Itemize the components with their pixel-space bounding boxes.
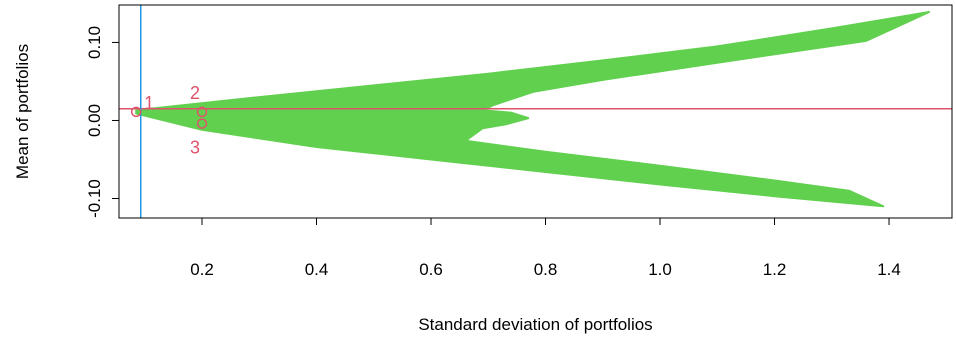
portfolio-point-2 [196, 106, 208, 118]
x-tick-label: 1.0 [648, 260, 672, 279]
x-tick-label: 1.4 [877, 260, 901, 279]
y-tick-label: 0.10 [85, 26, 104, 59]
x-tick-label: 0.4 [305, 260, 329, 279]
highlighted-portfolios: 1 2 3 [130, 83, 208, 158]
portfolio-cloud-region [135, 11, 931, 208]
portfolio-label-3: 3 [190, 138, 200, 158]
x-tick-label: 1.2 [763, 260, 787, 279]
portfolio-point-3 [196, 118, 208, 129]
y-tick-label: 0.00 [85, 104, 104, 137]
x-tick-label: 0.2 [190, 260, 214, 279]
y-axis-title: Mean of portfolios [13, 44, 32, 179]
y-tick-label: -0.10 [85, 179, 104, 218]
x-axis-title: Standard deviation of portfolios [418, 315, 652, 334]
portfolio-point-1 [130, 106, 142, 118]
portfolio-label-1: 1 [144, 93, 154, 113]
portfolio-label-2: 2 [190, 83, 200, 103]
x-tick-label: 0.6 [419, 260, 443, 279]
portfolio-cloud [135, 11, 931, 208]
x-tick-label: 0.8 [534, 260, 558, 279]
y-axis: -0.10 0.00 0.10 [85, 26, 120, 218]
x-axis: 0.2 0.4 0.6 0.8 1.0 1.2 1.4 [190, 217, 901, 279]
